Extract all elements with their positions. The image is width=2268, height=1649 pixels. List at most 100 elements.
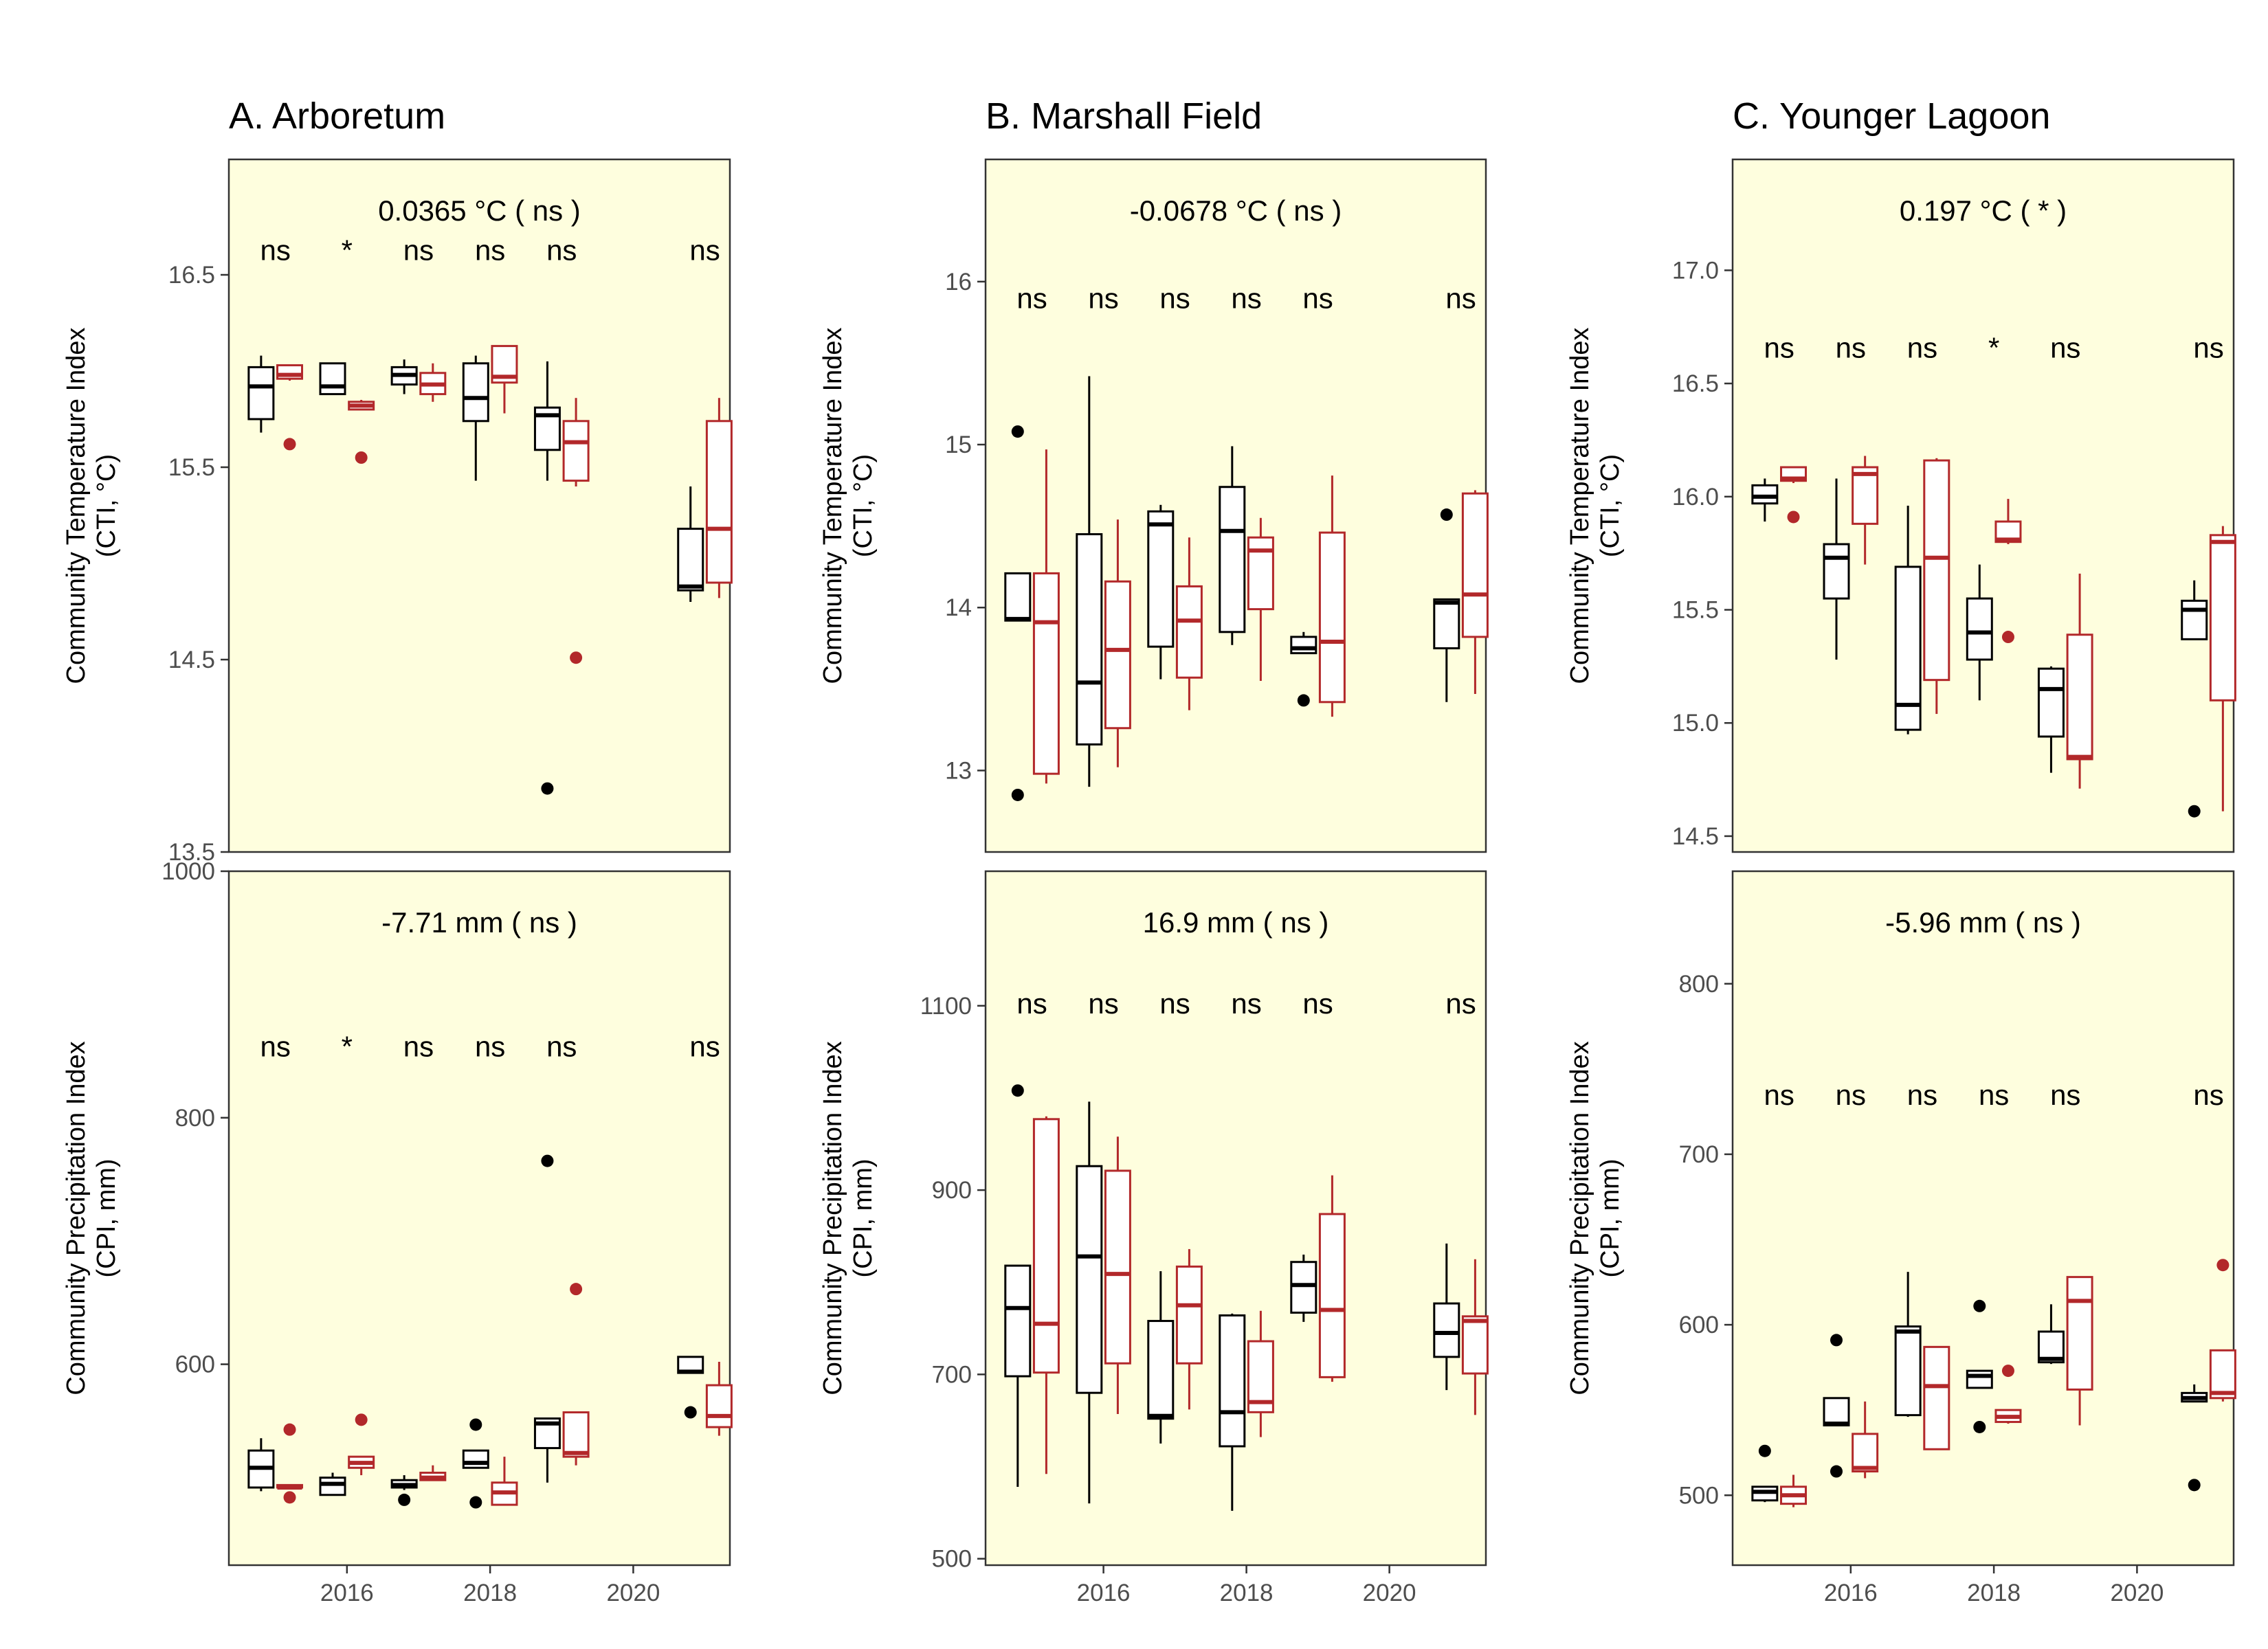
outlier-point xyxy=(541,782,554,795)
boxplot-red xyxy=(1780,466,1808,524)
x-tick-label: 2016 xyxy=(1077,1580,1131,1606)
boxplot-black xyxy=(247,355,275,433)
box xyxy=(1076,1165,1103,1394)
x-tick-label: 2018 xyxy=(1967,1580,2021,1606)
boxplot-black xyxy=(1823,1334,1850,1478)
significance-label: ns xyxy=(1764,331,1794,363)
significance-label: ns xyxy=(475,234,505,267)
box xyxy=(462,1449,489,1469)
outlier-point xyxy=(1011,1084,1024,1097)
estimate-label: 0.197 °C ( * ) xyxy=(1900,194,2067,227)
significance-label: ns xyxy=(1445,987,1476,1020)
boxplot-red xyxy=(1994,1365,2022,1424)
y-tick-label: 15 xyxy=(945,431,972,458)
y-axis-title-line: (CPI, mm) xyxy=(92,1158,121,1277)
box xyxy=(1461,492,1489,638)
outlier-point xyxy=(2001,631,2014,644)
significance-label: ns xyxy=(546,234,577,267)
outlier-point xyxy=(570,1283,583,1296)
boxplot-red xyxy=(276,364,304,451)
outlier-point xyxy=(355,1413,368,1426)
boxplot-black xyxy=(677,486,704,602)
x-tick-label: 2018 xyxy=(463,1580,517,1606)
box xyxy=(1751,484,1779,505)
estimate-label: 0.0365 °C ( ns ) xyxy=(378,194,581,227)
boxplot-red xyxy=(419,1465,447,1481)
y-tick-label: 600 xyxy=(175,1351,215,1378)
panel-3: C. Younger Lagoon 14.5 15.0 15.5 16.0 16.5 17.… xyxy=(1566,96,2236,853)
boxplot-red xyxy=(1175,537,1203,710)
box xyxy=(1966,1369,1993,1389)
y-axis-title-line: Community Temperature Index xyxy=(62,328,91,684)
significance-label: ns xyxy=(1907,1079,1937,1111)
significance-label: ns xyxy=(403,234,434,267)
x-tick-label: 2018 xyxy=(1220,1580,1274,1606)
y-tick-label: 14.5 xyxy=(168,647,215,673)
outlier-point xyxy=(1011,788,1024,801)
y-tick-label: 800 xyxy=(1679,971,1719,998)
box xyxy=(319,1477,346,1496)
y-tick-label: 500 xyxy=(932,1546,972,1573)
significance-label: ns xyxy=(2050,331,2080,363)
box xyxy=(1923,1345,1950,1450)
y-tick-label: 15.5 xyxy=(1672,597,1719,624)
y-tick-label: 800 xyxy=(175,1105,215,1132)
boxplot-black xyxy=(1966,1299,1993,1433)
y-tick-label: 17.0 xyxy=(1672,257,1719,284)
significance-label: ns xyxy=(1836,1079,1866,1111)
significance-label: ns xyxy=(1979,1079,2009,1111)
boxplot-red xyxy=(2066,1276,2093,1426)
outlier-point xyxy=(2188,1479,2201,1492)
boxplot-black xyxy=(1219,1313,1246,1511)
boxplot-black xyxy=(533,1154,561,1483)
x-tick-label: 2016 xyxy=(320,1580,374,1606)
box xyxy=(1147,510,1175,648)
boxplot-black xyxy=(390,1475,418,1506)
boxplot-black xyxy=(390,359,418,394)
box xyxy=(2209,534,2236,702)
boxplot-red xyxy=(1104,1136,1131,1415)
significance-label: ns xyxy=(1836,331,1866,363)
y-axis-title-line: Community Temperature Index xyxy=(819,328,847,684)
significance-label: ns xyxy=(1302,987,1333,1020)
boxplot-black xyxy=(2181,1384,2208,1492)
significance-label: * xyxy=(342,1031,353,1063)
boxplot-red xyxy=(562,398,590,664)
significance-label: ns xyxy=(260,234,291,267)
box xyxy=(1433,598,1460,650)
x-tick-label: 2016 xyxy=(1824,1580,1878,1606)
panel-6: 500 600 700 800 Community Precipitation Inde… xyxy=(1566,870,2236,1606)
boxplot-red xyxy=(491,1457,518,1506)
box xyxy=(1004,572,1032,622)
significance-label: ns xyxy=(1907,331,1937,363)
boxplot-black xyxy=(533,361,561,795)
box xyxy=(247,366,275,420)
y-axis-title: Community Precipitation Index(CPI, mm) xyxy=(819,1041,878,1395)
y-tick-label: 900 xyxy=(932,1177,972,1204)
boxplot-black xyxy=(319,362,346,396)
significance-label: ns xyxy=(403,1031,434,1063)
estimate-label: 16.9 mm ( ns ) xyxy=(1143,906,1329,939)
y-tick-label: 16.5 xyxy=(168,262,215,289)
box xyxy=(2066,1276,2093,1391)
significance-label: ns xyxy=(1764,1079,1794,1111)
y-axis-title-line: (CTI, °C) xyxy=(849,454,878,557)
x-tick-label: 2020 xyxy=(1363,1580,1416,1606)
y-tick-label: 700 xyxy=(932,1361,972,1388)
significance-label: ns xyxy=(1445,282,1476,315)
boxplot-red xyxy=(1852,456,1879,565)
box xyxy=(1175,585,1203,679)
boxplot-black xyxy=(677,1356,704,1419)
box xyxy=(1076,533,1103,745)
outlier-point xyxy=(469,1418,482,1431)
significance-label: ns xyxy=(2193,331,2223,363)
box xyxy=(1219,486,1246,633)
outlier-point xyxy=(398,1493,411,1506)
boxplot-red xyxy=(348,1413,375,1476)
y-tick-label: 1100 xyxy=(920,993,972,1020)
outlier-point xyxy=(2216,1259,2230,1272)
outlier-point xyxy=(1758,1444,1771,1457)
boxplot-black xyxy=(1751,1444,1779,1503)
box xyxy=(1852,1433,1879,1473)
boxplot-red xyxy=(1852,1401,1879,1479)
